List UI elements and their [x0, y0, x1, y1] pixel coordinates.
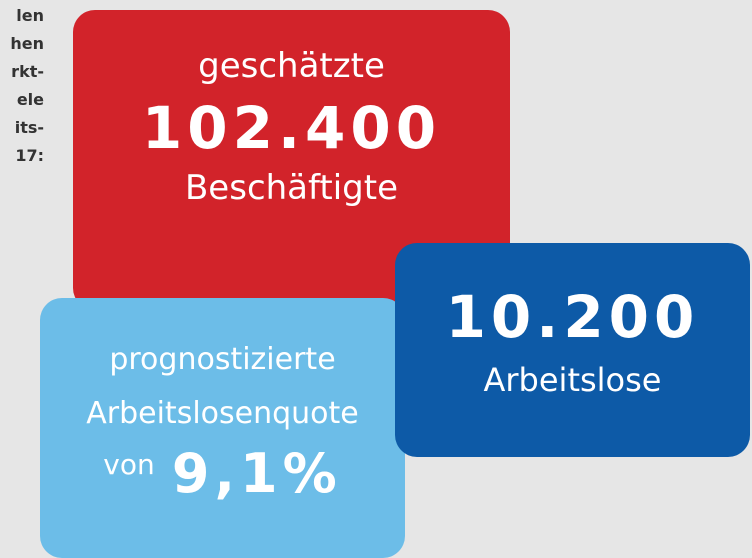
unemployed-label: Arbeitslose	[483, 361, 662, 399]
employed-prefix: geschätzte	[198, 46, 385, 86]
rate-prefix: von	[103, 448, 155, 481]
side-line: len	[16, 6, 44, 25]
side-line: ele	[16, 90, 44, 109]
side-line: its-	[14, 118, 44, 137]
unemployed-box: 10.200 Arbeitslose	[395, 243, 750, 457]
rate-line2: Arbeitslosenquote	[86, 396, 359, 431]
employed-number: 102.400	[141, 94, 442, 162]
employed-box: geschätzte 102.400 Beschäftigte	[73, 10, 510, 310]
side-line: hen	[10, 34, 44, 53]
page: len hen rkt- ele its- 17: geschätzte 102…	[10, 2, 750, 558]
rate-number: 9,1%	[171, 442, 342, 505]
unemployed-number: 10.200	[445, 283, 700, 351]
side-text: len hen rkt- ele its- 17:	[10, 2, 44, 170]
side-line: rkt-	[11, 62, 44, 81]
employed-label: Beschäftigte	[184, 168, 398, 208]
rate-box: prognostizierte Arbeitslosenquote von 9,…	[40, 298, 405, 558]
side-line: 17:	[15, 146, 44, 165]
rate-line1: prognostizierte	[109, 342, 336, 377]
rate-value: von 9,1%	[40, 442, 405, 505]
